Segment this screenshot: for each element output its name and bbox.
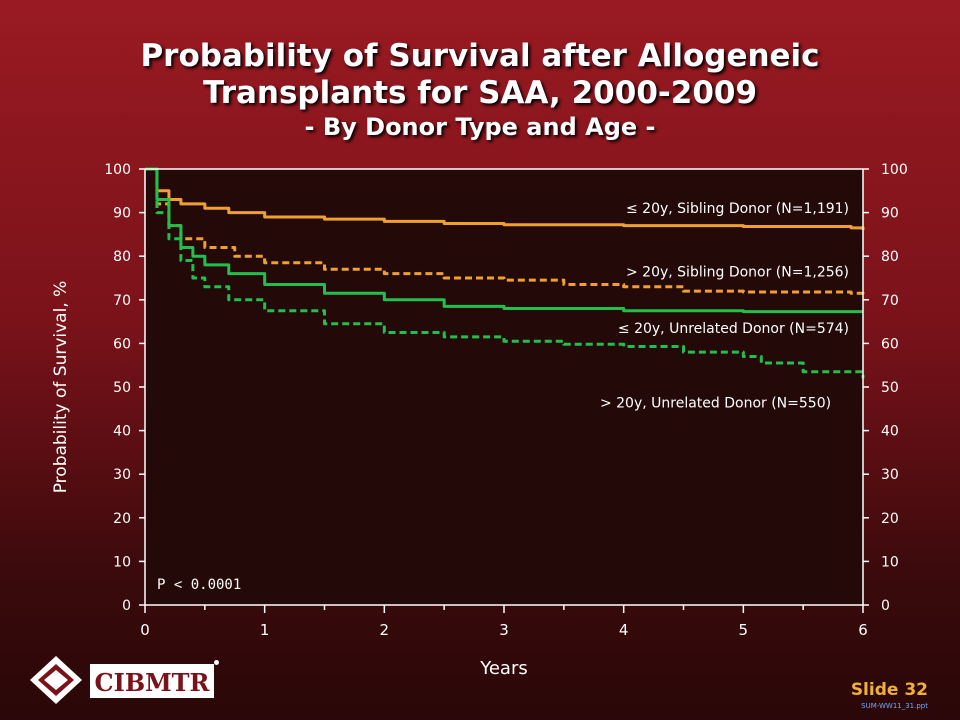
y-tick-label-left: 30	[113, 467, 131, 483]
title-block: Probability of Survival after Allogeneic…	[0, 38, 960, 142]
series-label-2: ≤ 20y, Unrelated Donor (N=574)	[618, 321, 849, 337]
x-tick-label: 2	[380, 621, 390, 639]
y-tick-label-right: 0	[881, 598, 890, 614]
y-tick-label-left: 20	[113, 511, 131, 527]
series-label-0: ≤ 20y, Sibling Donor (N=1,191)	[626, 201, 849, 217]
series-line-3	[145, 167, 865, 379]
y-tick-label-left: 0	[122, 598, 131, 614]
x-tick-label: 4	[619, 621, 629, 639]
y-axis-label: Probability of Survival, %	[51, 281, 71, 494]
series-label-3: > 20y, Unrelated Donor (N=550)	[600, 395, 831, 411]
y-tick-label-right: 20	[881, 511, 899, 527]
y-tick-label-right: 50	[881, 380, 899, 396]
chart-title-line-1: Probability of Survival after Allogeneic	[140, 38, 820, 74]
x-tick-label: 0	[140, 621, 150, 639]
y-tick-label-right: 70	[881, 293, 899, 309]
chart-subtitle: - By Donor Type and Age -	[304, 113, 656, 141]
y-tick-label-right: 10	[881, 554, 899, 570]
x-axis-label: Years	[479, 658, 528, 679]
y-tick-label-left: 10	[113, 554, 131, 570]
series-line-0	[145, 167, 865, 231]
file-name: SUM-WW11_31.ppt	[861, 702, 928, 710]
y-tick-label-left: 60	[113, 336, 131, 352]
y-tick-label-left: 90	[113, 206, 131, 222]
plot-area	[145, 169, 863, 605]
y-tick-label-right: 90	[881, 206, 899, 222]
y-tick-label-left: 80	[113, 249, 131, 265]
x-tick-label: 1	[260, 621, 270, 639]
logo-diamond-icon	[30, 656, 82, 704]
y-tick-label-right: 60	[881, 336, 899, 352]
y-tick-label-right: 80	[881, 249, 899, 265]
y-tick-label-right: 30	[881, 467, 899, 483]
series-line-1	[145, 167, 865, 298]
y-tick-label-left: 50	[113, 380, 131, 396]
logo-text: CIBMTR	[90, 664, 214, 698]
cibmtr-logo: CIBMTR	[26, 652, 226, 708]
chart-title-line-2: Transplants for SAA, 2000-2009	[202, 75, 758, 111]
y-tick-label-left: 70	[113, 293, 131, 309]
logo-registered-dot	[214, 660, 219, 665]
y-tick-label-left: 100	[104, 162, 131, 178]
x-tick-label: 3	[499, 621, 509, 639]
y-tick-label-right: 100	[881, 162, 908, 178]
p-value-annotation: P < 0.0001	[157, 577, 241, 593]
x-tick-label: 5	[739, 621, 749, 639]
x-tick-label: 6	[858, 621, 868, 639]
labels-layer: ≤ 20y, Sibling Donor (N=1,191) > 20y, Sib…	[600, 201, 849, 411]
series-line-2	[145, 167, 863, 314]
series-layer	[145, 167, 865, 379]
y-tick-label-left: 40	[113, 424, 131, 440]
y-tick-label-right: 40	[881, 424, 899, 440]
slide-number: Slide 32	[850, 680, 928, 700]
series-label-1: > 20y, Sibling Donor (N=1,256)	[626, 264, 849, 280]
